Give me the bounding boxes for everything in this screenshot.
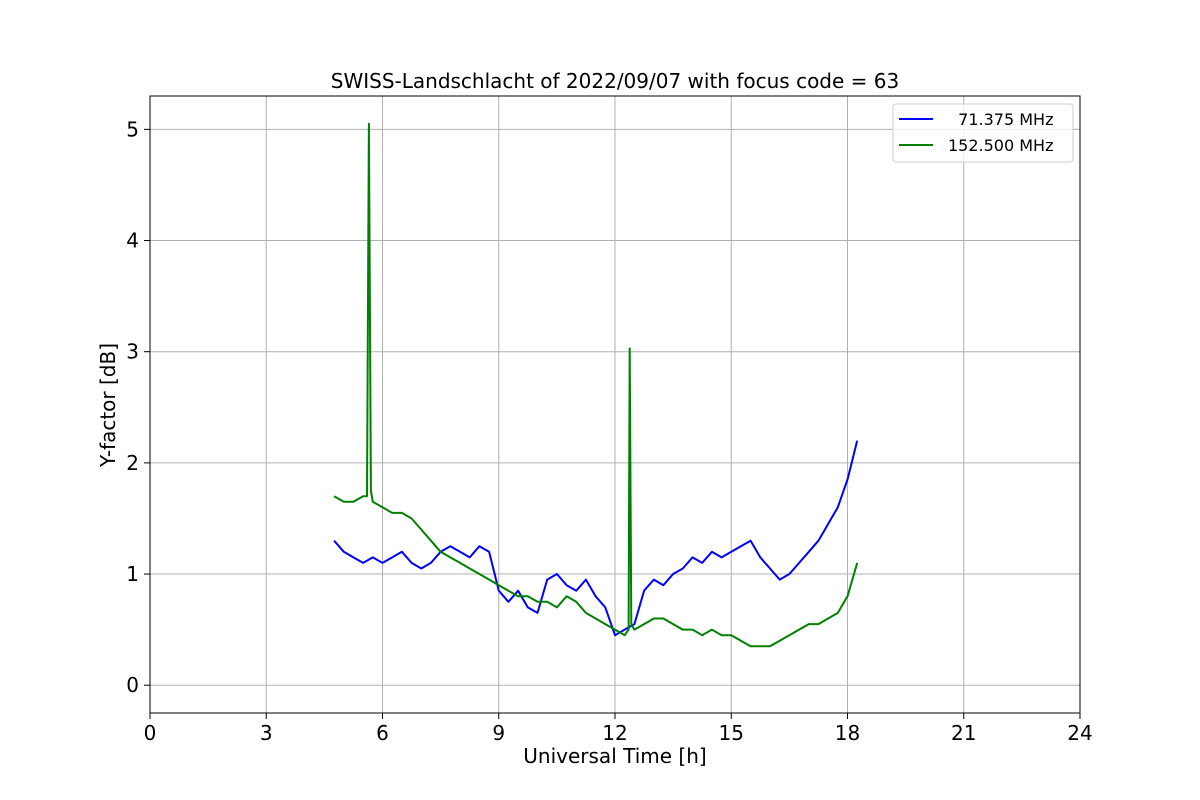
y-axis: 0 1 2 3 4 5 xyxy=(126,117,150,697)
y-tick-label: 2 xyxy=(126,451,139,475)
chart-title: SWISS-Landschlacht of 2022/09/07 with fo… xyxy=(331,69,899,93)
x-tick-label: 3 xyxy=(260,721,273,745)
x-tick-label: 0 xyxy=(144,721,157,745)
y-tick-label: 0 xyxy=(126,673,139,697)
x-tick-label: 15 xyxy=(719,721,744,745)
series-layer xyxy=(333,122,859,648)
legend-label: 152.500 MHz xyxy=(948,136,1053,155)
x-tick-label: 9 xyxy=(492,721,505,745)
series-line-1 xyxy=(333,122,859,648)
x-tick-label: 24 xyxy=(1067,721,1092,745)
series-line-0 xyxy=(333,440,859,637)
x-tick-label: 18 xyxy=(835,721,860,745)
legend-box xyxy=(892,103,1074,163)
y-tick-label: 4 xyxy=(126,229,139,253)
legend: 71.375 MHz 152.500 MHz xyxy=(892,103,1074,163)
y-tick-label: 5 xyxy=(126,117,139,141)
y-tick-label: 3 xyxy=(126,340,139,364)
y-tick-label: 1 xyxy=(126,562,139,586)
x-axis: 0 3 6 9 12 15 18 21 24 xyxy=(144,713,1093,745)
y-axis-label: Y-factor [dB] xyxy=(96,343,120,468)
x-axis-label: Universal Time [h] xyxy=(523,744,706,768)
grid xyxy=(149,96,1081,713)
x-tick-label: 6 xyxy=(376,721,389,745)
x-tick-label: 12 xyxy=(602,721,627,745)
legend-label: 71.375 MHz xyxy=(948,110,1053,129)
x-tick-label: 21 xyxy=(951,721,976,745)
